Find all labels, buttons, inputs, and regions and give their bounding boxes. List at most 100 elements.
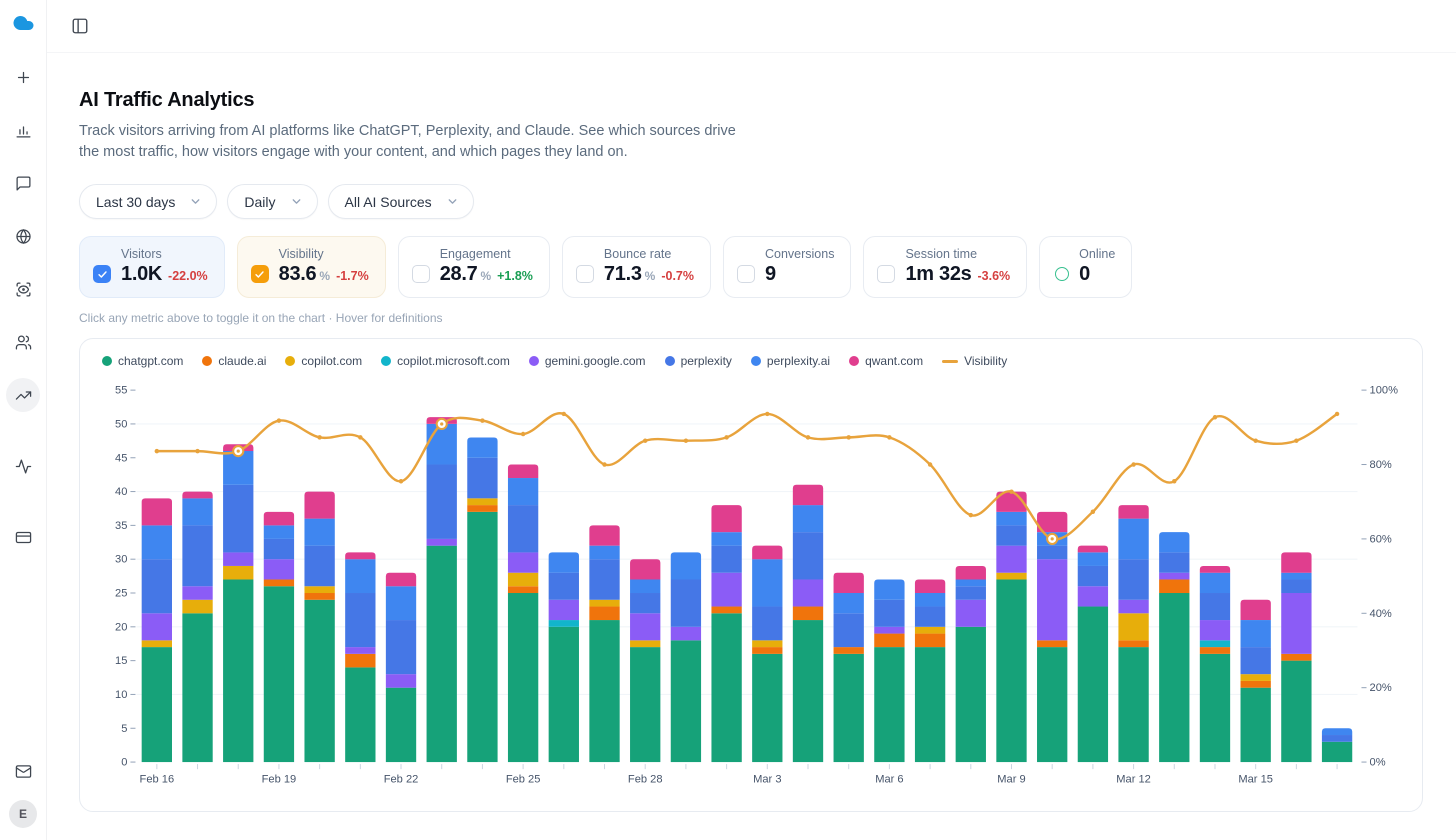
granularity-value: Daily [244,193,276,210]
traffic-chart[interactable]: Feb 16 Feb 19 Feb 22 Feb 25 Feb 28 Mar 3 Mar 6… [92,378,1410,792]
legend-item-chatgpt.com: chatgpt.com [102,354,183,368]
date-range-select[interactable]: Last 30 days [79,184,218,220]
svg-text:50: 50 [115,419,127,431]
users-icon[interactable] [6,325,40,359]
svg-text:10: 10 [115,689,127,701]
metric-card-bounce-rate[interactable]: Bounce rate 71.3 % -0.7% [561,236,711,299]
metric-value: 1m 32s [905,263,972,286]
cloud-logo-icon [13,16,33,30]
trending-up-icon[interactable] [6,378,40,412]
legend-dot-icon [849,356,860,367]
checkbox-checked-icon[interactable] [93,265,111,284]
page-title: AI Traffic Analytics [79,89,255,111]
legend-dot-icon [202,356,213,367]
legend-label: claude.ai [218,354,267,369]
metric-delta: +1.8% [497,269,533,284]
legend-item-qwant.com: qwant.com [849,354,923,368]
source-select[interactable]: All AI Sources [327,184,474,220]
metric-label: Bounce rate [603,247,672,262]
legend-label: copilot.com [301,354,363,369]
metric-delta: -22.0% [168,269,208,284]
globe-icon[interactable] [6,219,40,253]
metric-label: Session time [905,247,978,262]
activity-icon[interactable] [6,449,40,483]
legend-item-visibility-line: Visibility [942,354,1007,368]
svg-text:25: 25 [115,588,127,600]
svg-text:35: 35 [115,520,127,532]
mail-icon[interactable] [6,754,40,788]
source-value: All AI Sources [344,193,432,210]
legend-label: perplexity [680,354,732,369]
panel-left-icon[interactable] [65,11,95,41]
svg-text:Feb 16: Feb 16 [140,773,175,785]
legend-dot-icon [381,356,392,367]
traffic-chart-svg[interactable]: Feb 16 Feb 19 Feb 22 Feb 25 Feb 28 Mar 3 Mar 6… [92,378,1410,792]
metric-card-conversions[interactable]: Conversions 9 [722,236,852,299]
legend-dot-icon [664,356,675,367]
svg-text:40%: 40% [1370,608,1392,620]
legend-label: copilot.microsoft.com [397,354,510,369]
metric-suffix: % [644,269,656,284]
message-icon[interactable] [6,166,40,200]
svg-text:Mar 9: Mar 9 [997,773,1025,785]
metric-label: Engagement [439,247,511,262]
avatar[interactable]: E [9,800,37,828]
metric-suffix: % [319,269,331,284]
legend-item-copilot.com: copilot.com [285,354,362,368]
checkbox-unchecked-icon[interactable] [575,265,594,284]
svg-text:0: 0 [121,757,127,769]
svg-text:Feb 25: Feb 25 [506,773,541,785]
legend-item-copilot.microsoft.com: copilot.microsoft.com [381,354,510,368]
svg-text:0%: 0% [1370,757,1386,769]
scan-eye-icon[interactable] [6,272,40,306]
metric-label: Visitors [121,247,162,262]
chevron-down-icon [292,199,300,204]
metric-delta: -3.6% [977,269,1011,284]
legend-label: gemini.google.com [544,354,646,369]
sidebar: E [0,0,47,840]
svg-text:45: 45 [115,452,127,464]
svg-text:15: 15 [115,655,127,667]
metric-label: Visibility [278,247,324,262]
svg-text:Mar 12: Mar 12 [1116,773,1151,785]
svg-text:5: 5 [121,723,127,735]
legend-dot-icon [528,356,539,367]
checkbox-unchecked-icon[interactable] [411,265,430,284]
legend-item-perplexity: perplexity [664,354,732,369]
checkbox-checked-icon[interactable] [250,265,269,284]
svg-text:Mar 6: Mar 6 [875,773,903,785]
metric-card-online[interactable]: Online 0 [1039,236,1133,299]
credit-card-icon[interactable] [6,520,40,554]
svg-text:Mar 3: Mar 3 [753,773,781,785]
checkbox-unchecked-icon[interactable] [736,265,755,284]
topbar [47,0,1456,53]
metric-card-session-time[interactable]: Session time 1m 32s -3.6% [863,236,1028,299]
page-content: AI Traffic Analytics Track visitors arri… [47,53,1456,813]
metric-label: Online [1079,247,1116,262]
legend-label: perplexity.ai [766,354,831,369]
metric-value: 71.3 [603,263,642,286]
legend-item-claude.ai: claude.ai [202,354,266,368]
legend-label: Visibility [964,354,1008,369]
checkbox-unchecked-icon[interactable] [877,265,896,284]
legend-dot-icon [102,356,112,367]
metric-cards: Visitors 1.0K -22.0% Visibility [79,236,1423,299]
chevron-down-icon [448,199,457,204]
metric-card-engagement[interactable]: Engagement 28.7 % +1.8% [397,236,550,299]
svg-text:55: 55 [115,385,127,397]
metric-card-visibility[interactable]: Visibility 83.6 % -1.7% [236,236,386,299]
cloud-logo[interactable] [8,10,38,36]
svg-text:40: 40 [115,486,127,498]
svg-text:20%: 20% [1370,682,1392,694]
legend-dot-icon [750,356,761,367]
metric-value: 83.6 [278,263,317,286]
svg-text:Feb 22: Feb 22 [384,773,419,785]
bar-chart-icon[interactable] [6,113,40,147]
svg-text:60%: 60% [1370,534,1392,546]
plus-icon[interactable] [6,60,40,94]
metric-card-visitors[interactable]: Visitors 1.0K -22.0% [79,236,225,299]
online-indicator-icon [1055,267,1070,282]
metric-label: Conversions [764,247,835,262]
granularity-select[interactable]: Daily [227,184,318,220]
chevron-down-icon [191,199,200,204]
